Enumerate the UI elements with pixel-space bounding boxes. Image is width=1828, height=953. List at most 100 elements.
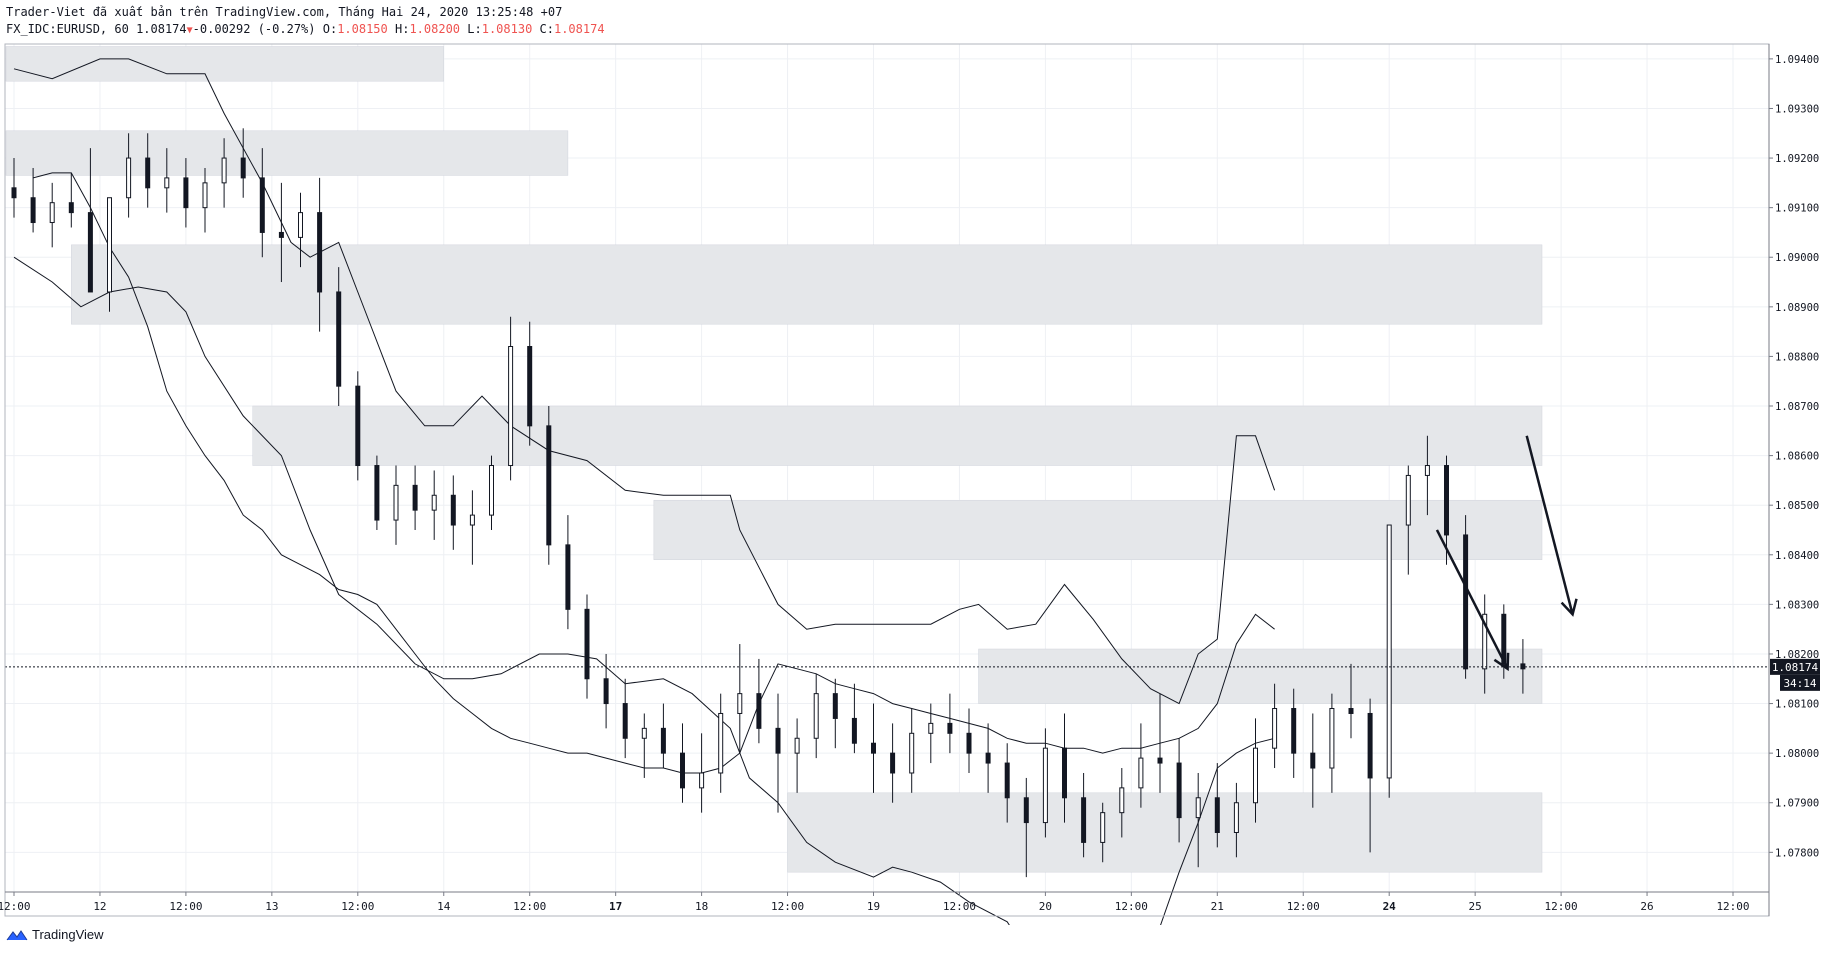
candle-body-up — [1042, 747, 1048, 824]
candle — [68, 172, 74, 228]
time-tick-label: 12:00 — [513, 900, 546, 913]
supply-demand-zone — [5, 46, 444, 82]
candle-body-down — [1062, 747, 1067, 799]
candle — [813, 673, 819, 759]
price-tick-label: 1.08900 — [1775, 302, 1819, 314]
candle — [1157, 693, 1163, 793]
candle — [756, 658, 762, 744]
candle-body-down — [1023, 797, 1029, 824]
candle-body-up — [699, 772, 705, 789]
candle-body-up — [393, 484, 399, 521]
candle — [1329, 693, 1335, 793]
ohlc-line: FX_IDC:EURUSD, 60 1.08174▼-0.00292 (-0.2… — [6, 21, 605, 38]
trend-arrow-2 — [1525, 435, 1578, 617]
candle — [622, 678, 628, 759]
candle-body-up — [1195, 797, 1201, 819]
candle-body-down — [832, 693, 838, 719]
candle — [355, 371, 361, 481]
candle — [1138, 723, 1144, 808]
candle — [1233, 782, 1239, 858]
candle-body-down — [317, 212, 323, 293]
candle-body-down — [1291, 708, 1297, 754]
candle-body-up — [813, 693, 819, 739]
candle — [832, 678, 838, 749]
price-tick-label: 1.08800 — [1775, 351, 1819, 363]
time-tick-label: 12:00 — [0, 900, 31, 913]
candle-body-up — [1253, 747, 1258, 804]
low-label: L: — [467, 22, 482, 36]
candle-body-up — [718, 712, 724, 774]
arrow-shaft — [1435, 529, 1509, 670]
candle — [603, 653, 609, 729]
candle — [336, 267, 342, 407]
candle — [699, 733, 705, 813]
supply-demand-zone — [787, 792, 1543, 873]
candles — [11, 128, 1526, 878]
candle-body-down — [183, 177, 189, 209]
candle — [431, 470, 437, 540]
supply-demand-zone — [653, 499, 1543, 560]
candle — [508, 316, 514, 481]
symbol-label: FX_IDC:EURUSD, 60 — [6, 22, 129, 36]
trend-arrow-1 — [1435, 529, 1510, 672]
candle-body-down — [1081, 797, 1087, 843]
candle — [259, 148, 265, 258]
candle — [49, 182, 55, 248]
candle — [1062, 713, 1067, 823]
open-label: O: — [322, 22, 338, 36]
time-tick-label: 12:00 — [1115, 900, 1148, 913]
price-tick-label: 1.09300 — [1775, 103, 1819, 115]
candle-body-down — [1367, 712, 1373, 779]
supply-demand-zone — [5, 130, 569, 176]
candle-body-down — [756, 693, 762, 729]
candle — [11, 158, 17, 218]
candle — [221, 138, 227, 208]
candle-body-up — [164, 177, 170, 189]
band-upper — [13, 58, 1276, 705]
candle-body-up — [1424, 465, 1430, 476]
time-axis[interactable]: 12:00 12 12:00 13 12:00 14 12:00 17 18 12:00 19 12:… — [0, 892, 1750, 913]
candle-body-down — [450, 494, 456, 526]
candle — [240, 128, 246, 198]
low-value: 1.08130 — [481, 22, 533, 36]
candle-body-up — [508, 346, 514, 467]
time-tick-label: 17 — [609, 900, 622, 913]
candle-body-down — [145, 157, 151, 189]
candle-body-down — [1176, 762, 1182, 819]
candle-body-down — [584, 608, 590, 680]
price-tick-label: 1.09200 — [1775, 153, 1819, 165]
candle-body-down — [966, 732, 972, 754]
price-tick-label: 1.08000 — [1775, 748, 1819, 760]
candle-body-down — [87, 212, 93, 293]
price-axis[interactable]: 1.09400 1.09300 1.09200 1.09100 1.09000 1.089… — [1769, 54, 1819, 859]
bollinger-bands — [13, 58, 1276, 925]
candle — [928, 703, 934, 764]
candle — [145, 133, 151, 208]
candle — [450, 475, 456, 550]
candle-body-up — [928, 722, 934, 734]
candle-body-up — [107, 197, 112, 293]
countdown-label: 34:14 — [1783, 677, 1816, 690]
candle — [1176, 738, 1182, 843]
candle-body-down — [680, 752, 685, 789]
candle-body-down — [603, 678, 609, 705]
candle-body-up — [221, 157, 227, 184]
candle — [393, 465, 399, 545]
price-change: -0.00292 (-0.27%) — [192, 22, 316, 36]
candle — [794, 718, 800, 793]
price-tick-label: 1.07900 — [1775, 798, 1819, 810]
price-chart[interactable]: 1.09400 1.09300 1.09200 1.09100 1.09000 1.089… — [0, 0, 1828, 925]
last-price-tag: 1.08174 34:14 — [1770, 658, 1820, 691]
candle-body-up — [1272, 708, 1278, 749]
candle-body-down — [622, 703, 628, 739]
candle — [1042, 728, 1048, 838]
candle-body-down — [565, 544, 571, 610]
candle — [680, 723, 685, 803]
last-price-label: 1.08174 — [1772, 661, 1819, 674]
candle-body-down — [890, 752, 896, 774]
time-tick-label: 25 — [1469, 900, 1482, 913]
candle-body-up — [1233, 802, 1239, 833]
candle — [775, 693, 781, 813]
candle-body-up — [641, 727, 647, 739]
candle — [1100, 802, 1106, 863]
